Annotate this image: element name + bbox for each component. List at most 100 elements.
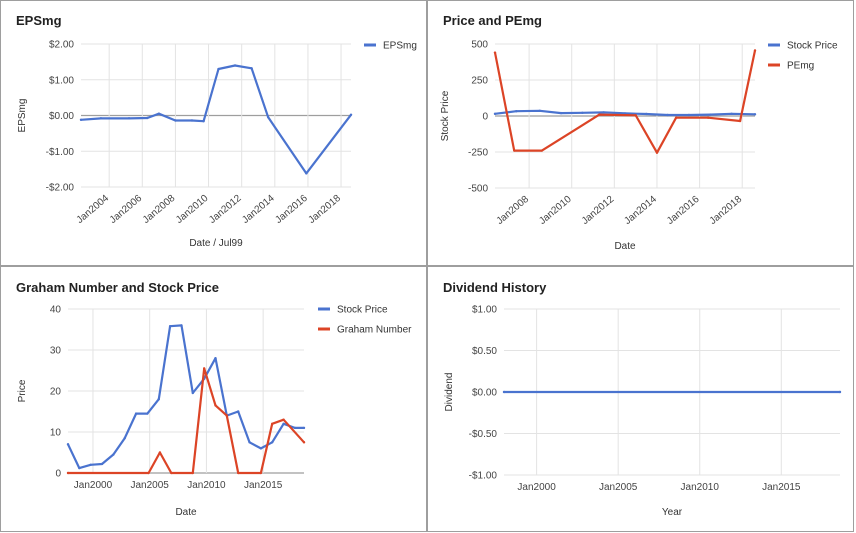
epsmg-point — [233, 64, 237, 67]
epsmg-point — [127, 117, 131, 120]
dividend-history-chart-svg: Dividend History -$1.00 -$0.50 $0.00 $0.50 $1… — [443, 280, 842, 518]
epsmg-point — [79, 118, 83, 121]
stock-price-point — [112, 453, 115, 456]
graham-number-point — [66, 471, 70, 475]
stock-price-point — [78, 466, 81, 470]
x-axis-title: Year — [662, 507, 683, 518]
epsmg-line — [79, 64, 353, 175]
x-axis-title: Date — [175, 507, 197, 518]
graham-number-point — [282, 418, 285, 421]
x-axis-title: Date / Jul99 — [189, 238, 243, 249]
stock-price-point — [666, 113, 669, 117]
stock-price-point — [236, 410, 240, 413]
y-axis-title: Dividend — [444, 373, 455, 412]
stock-price-point — [214, 357, 217, 360]
x-tick-label: Jan2014 — [240, 193, 277, 226]
stock-price-point — [282, 422, 285, 425]
stock-price-point — [146, 412, 149, 415]
epsmg-point — [146, 116, 149, 120]
graham-number-point — [191, 471, 195, 475]
x-tick-label: Jan2008 — [141, 193, 178, 226]
chart-panel-epsmg: EPSmg -$2.00 -$1.00 $0.00 $1.00 $2.00 Jan2004 J… — [0, 0, 427, 266]
epsmg-point — [266, 116, 270, 119]
x-tick-label: Jan2000 — [517, 482, 556, 493]
x-tick-label: Jan2014 — [622, 194, 659, 227]
y-tick-label: -$1.00 — [469, 471, 498, 482]
y-tick-label: 0 — [55, 469, 61, 480]
y-tick-label: 10 — [50, 428, 62, 439]
epsmg-point — [305, 172, 308, 175]
epsmg-chart-svg: EPSmg-$2.00-$1.00$0.00$1.00$2.00Jan2004J… — [16, 13, 417, 249]
epsmg-point — [190, 119, 194, 122]
stock-price-point — [293, 426, 297, 430]
stock-price-line — [66, 324, 306, 470]
legend-label: Stock Price — [337, 305, 388, 316]
stock-price-point — [709, 113, 712, 116]
chart-title: Price and PEmg — [443, 13, 542, 28]
series-point — [838, 390, 842, 394]
pemg-point — [674, 116, 678, 119]
y-tick-label: -500 — [468, 184, 488, 195]
pemg-point — [738, 119, 742, 123]
chart-panel-dividend-history: Dividend History -$1.00 -$0.50 $0.00 $0.50 $1… — [427, 266, 854, 532]
stock-price-point — [730, 112, 733, 116]
x-tick-label: Jan2010 — [537, 194, 574, 227]
x-tick-label: Jan2015 — [762, 482, 801, 493]
x-tick-label: Jan2012 — [580, 194, 617, 227]
graham-number-point — [271, 422, 274, 425]
x-tick-label: Jan2012 — [207, 193, 244, 226]
graham-number-chart-svg: Graham Number and Stock Price 0 10 20 30 40 Ja… — [16, 280, 412, 518]
epsmg-point — [99, 117, 103, 120]
stock-price-point — [515, 110, 518, 113]
graham-number-point — [225, 414, 229, 417]
epsmg-point — [250, 67, 253, 70]
y-tick-label: $1.00 — [49, 75, 74, 86]
legend-label: Stock Price — [787, 41, 838, 52]
graham-number-point — [236, 471, 240, 475]
epsmg-point — [217, 67, 220, 71]
graham-number-line — [66, 367, 306, 475]
stock-price-point — [180, 324, 183, 327]
epsmg-point — [202, 120, 205, 123]
graham-number-point — [202, 367, 206, 370]
stock-price-point — [687, 113, 691, 117]
stock-price-point — [100, 462, 104, 466]
epsmg-point — [349, 113, 353, 116]
stock-price-point — [168, 325, 172, 328]
chart-panel-price-pemg: Price and PEmg -500 -250 0 250 500 Jan2008 Jan2… — [427, 0, 854, 266]
pemg-point — [540, 149, 544, 152]
stock-price-point — [89, 463, 92, 466]
x-tick-label: Jan2010 — [174, 193, 211, 226]
chart-title: Graham Number and Stock Price — [16, 280, 219, 295]
y-tick-label: 500 — [471, 40, 488, 51]
epsmg-point — [157, 112, 161, 115]
stock-price-point — [302, 426, 306, 430]
x-tick-label: Jan2000 — [74, 480, 113, 491]
graham-number-point — [302, 441, 306, 444]
graham-number-point — [147, 471, 150, 475]
x-tick-label: Jan2010 — [187, 480, 226, 491]
x-tick-label: Jan2005 — [599, 482, 638, 493]
pemg-point — [512, 149, 516, 152]
graham-number-point — [158, 451, 162, 454]
pemg-point — [598, 113, 601, 116]
stock-price-point — [753, 113, 757, 116]
x-tick-label: Jan2016 — [273, 193, 310, 226]
stock-price-point — [645, 112, 648, 116]
y-tick-label: 20 — [50, 387, 62, 398]
stock-price-point — [602, 111, 605, 114]
stock-price-point — [581, 111, 584, 115]
stock-price-point — [538, 109, 541, 113]
x-tick-label: Jan2018 — [708, 194, 745, 227]
x-tick-label: Jan2015 — [244, 480, 283, 491]
stock-price-point — [157, 398, 160, 401]
y-tick-label: 30 — [50, 346, 62, 357]
chart-title: Dividend History — [443, 280, 547, 295]
x-tick-label: Jan2005 — [131, 480, 170, 491]
x-tick-label: Jan2008 — [495, 194, 532, 227]
stock-price-point — [248, 441, 251, 444]
y-axis-title: Stock Price — [440, 90, 451, 141]
y-tick-label: 250 — [471, 76, 488, 87]
chart-panel-graham-number: Graham Number and Stock Price 0 10 20 30 40 Ja… — [0, 266, 427, 532]
